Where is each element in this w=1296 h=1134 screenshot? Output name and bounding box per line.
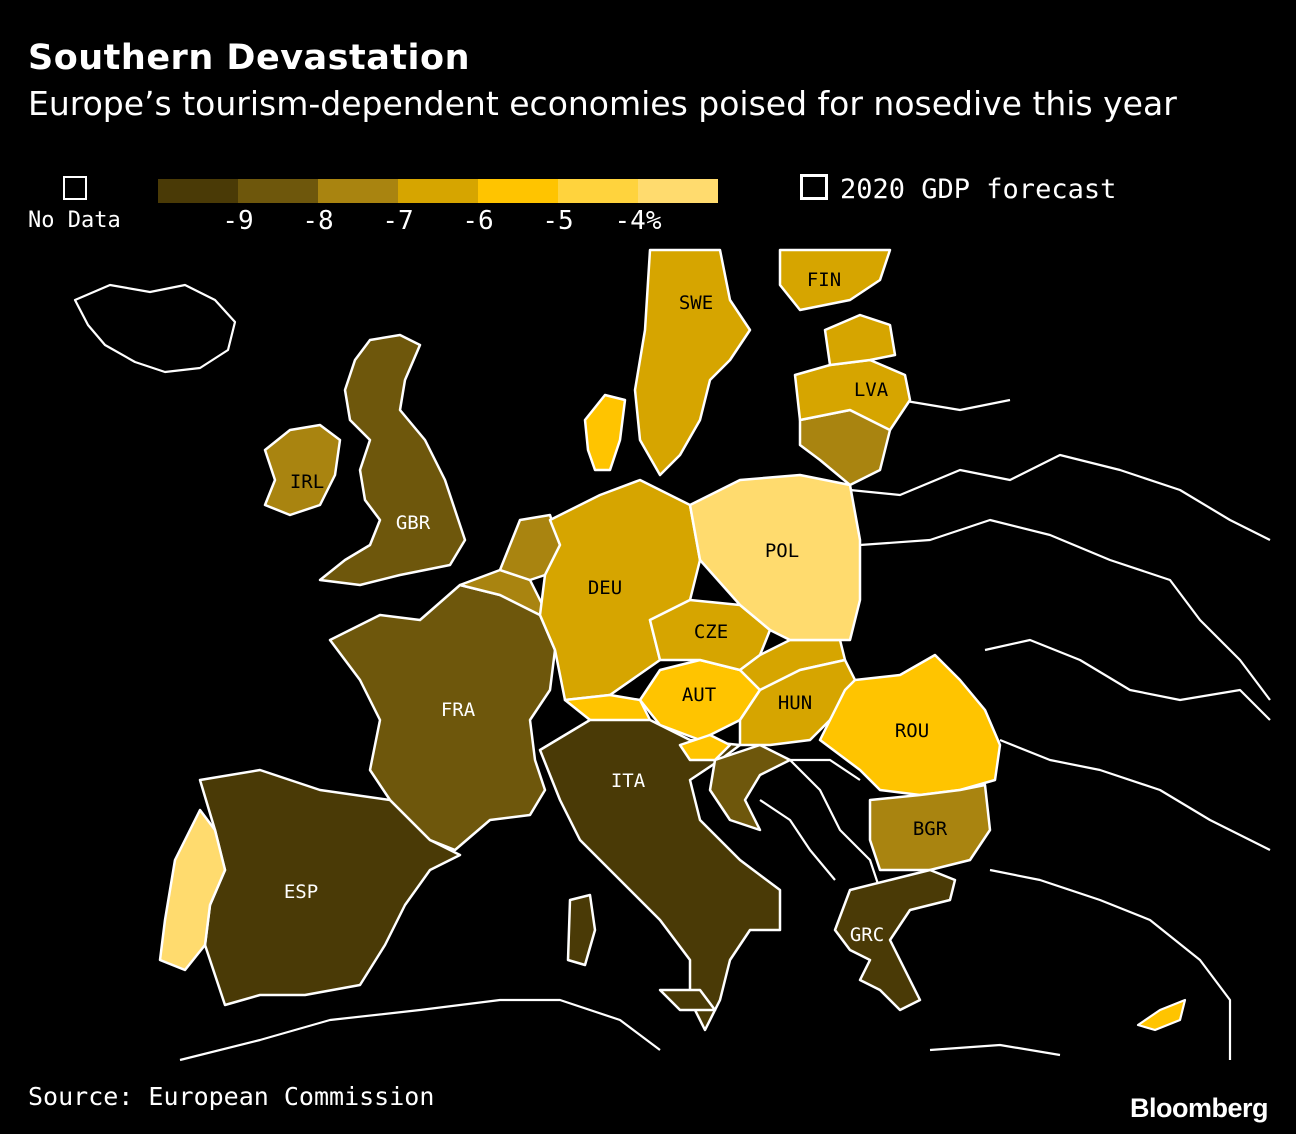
scale-tick: -7	[382, 206, 414, 236]
country-dnk	[583, 393, 627, 472]
forecast-legend-label: 2020 GDP forecast	[840, 174, 1117, 205]
label-hun: HUN	[778, 692, 812, 714]
forecast-legend-swatch	[800, 174, 828, 200]
country-svn	[678, 733, 732, 762]
label-rou: ROU	[895, 720, 929, 742]
label-lva: LVA	[854, 379, 889, 401]
scale-swatch-5	[478, 179, 558, 203]
country-irl	[263, 423, 342, 517]
scale-swatch-4	[398, 179, 478, 203]
scale-tick: -9	[222, 206, 254, 236]
label-aut: AUT	[682, 684, 716, 706]
cyprus-outline	[1136, 998, 1187, 1032]
label-cze: CZE	[694, 621, 728, 643]
scale-tick: -5	[542, 206, 574, 236]
country-pol	[688, 473, 862, 642]
chart-subtitle: Europe’s tourism-dependent economies poi…	[28, 84, 1177, 123]
label-grc: GRC	[850, 924, 884, 946]
label-pol: POL	[765, 540, 799, 562]
label-esp: ESP	[284, 881, 318, 903]
scale-tick: -4%	[614, 206, 662, 236]
country-rou	[818, 653, 1002, 797]
chart-title: Southern Devastation	[28, 38, 471, 78]
label-gbr: GBR	[396, 512, 431, 534]
country-est	[823, 313, 897, 367]
scale-swatch-1	[158, 179, 238, 203]
label-deu: DEU	[588, 577, 622, 599]
bloomberg-logo: Bloomberg	[1129, 1093, 1269, 1123]
europe-map: ESP ITA FRA GBR GRC IRL DEU SWE FIN LVA …	[73, 248, 1271, 1062]
label-swe: SWE	[679, 292, 713, 314]
country-prt	[158, 808, 227, 972]
country-ita-sicily	[658, 988, 717, 1012]
label-fin: FIN	[807, 269, 841, 291]
country-hrv	[708, 743, 792, 832]
country-grc	[833, 868, 957, 1012]
label-ita: ITA	[611, 770, 646, 792]
scale-swatch-6	[558, 179, 638, 203]
iceland-outline	[73, 283, 237, 374]
scale-swatch-7	[638, 179, 718, 203]
scale-tick: -6	[462, 206, 494, 236]
scale-ticks: -9 -8 -7 -6 -5 -4%	[0, 206, 1296, 240]
label-bgr: BGR	[913, 818, 948, 840]
label-irl: IRL	[290, 471, 324, 493]
scale-tick: -8	[302, 206, 334, 236]
country-bgr	[868, 783, 992, 872]
country-fin	[778, 248, 892, 312]
country-swe	[633, 248, 752, 477]
country-gbr	[318, 333, 467, 587]
source-note: Source: European Commission	[28, 1082, 435, 1111]
label-fra: FRA	[441, 699, 476, 721]
scale-swatch-3	[318, 179, 398, 203]
no-data-label: No Data	[28, 208, 121, 233]
country-ita-sardinia	[566, 893, 597, 967]
color-scale	[158, 179, 718, 203]
scale-swatch-2	[238, 179, 318, 203]
north-africa-coast	[179, 998, 1061, 1062]
no-data-swatch	[63, 176, 87, 200]
eastern-borders	[800, 398, 1271, 1060]
